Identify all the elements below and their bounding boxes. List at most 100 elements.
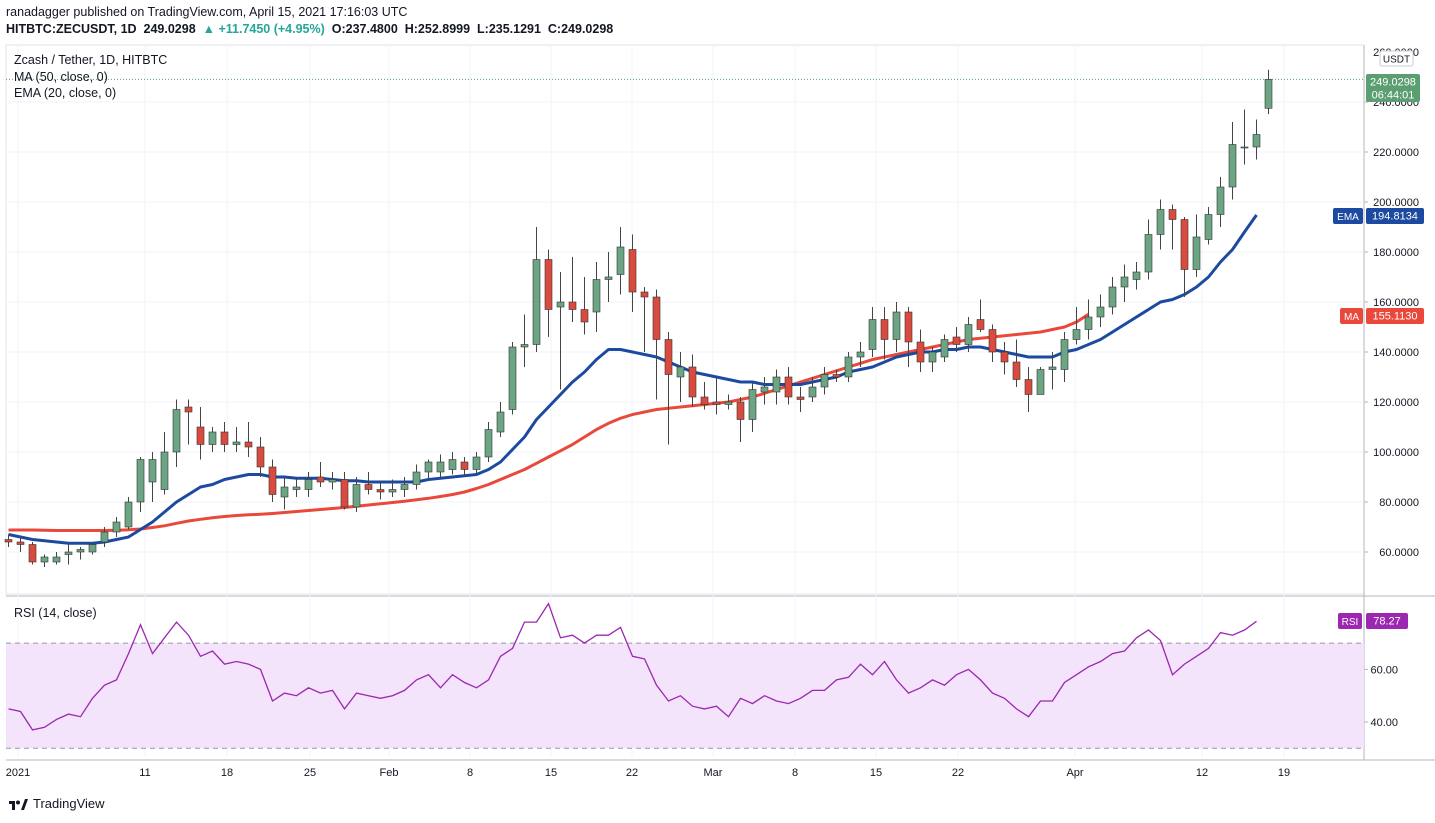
candle-body: [40, 556, 49, 563]
candle: [448, 452, 457, 475]
candle: [496, 402, 505, 437]
candle: [784, 367, 793, 405]
x-tick-label: 15: [870, 767, 882, 779]
candle-body: [832, 374, 841, 378]
candle: [280, 477, 289, 510]
last-price-tag-text: 249.0298: [1370, 77, 1416, 89]
ema20-line: [8, 214, 1258, 545]
candle: [556, 272, 565, 390]
candle-body: [424, 461, 433, 473]
candle-body: [1144, 234, 1153, 273]
x-tick-label: Apr: [1066, 767, 1083, 779]
rsi-legend: RSI (14, close): [14, 606, 97, 620]
candle-body: [700, 396, 709, 405]
currency-badge: [1379, 50, 1414, 67]
ema-value-tag: 194.8134: [1366, 208, 1424, 224]
candle: [424, 459, 433, 480]
candle-body: [304, 479, 313, 490]
candle-body: [1252, 134, 1261, 148]
candle: [256, 437, 265, 477]
candle-body: [904, 311, 913, 343]
candle-body: [100, 531, 109, 543]
x-tick-label: 19: [1278, 767, 1290, 779]
candle: [232, 427, 241, 452]
candle-body: [1024, 379, 1033, 395]
candle: [40, 554, 49, 567]
candle-body: [1060, 339, 1069, 370]
x-tick-label: 25: [304, 767, 316, 779]
candle: [472, 452, 481, 475]
candle-body: [184, 406, 193, 413]
candle-body: [748, 389, 757, 420]
candle-body: [88, 544, 97, 553]
candle: [964, 317, 973, 352]
candle: [316, 462, 325, 487]
close-value: C:249.0298: [547, 22, 614, 36]
candle-body: [568, 301, 577, 310]
x-tick-label: 8: [467, 767, 473, 779]
candle: [676, 352, 685, 402]
candle-body: [532, 259, 541, 345]
candle: [748, 382, 757, 432]
candle: [4, 534, 13, 547]
candle-body: [64, 551, 73, 555]
candle: [76, 547, 85, 560]
candle: [364, 472, 373, 495]
symbol-ohlc-line: HITBTC:ZECUSDT, 1D 249.0298 ▲ +11.7450 (…: [6, 22, 613, 36]
candle: [1072, 307, 1081, 345]
rsi-tick-label: 60.00: [1370, 664, 1398, 676]
candle-body: [484, 429, 493, 458]
candle: [1264, 69, 1273, 115]
candle-body: [76, 549, 85, 553]
candle-body: [160, 451, 169, 490]
candle: [856, 342, 865, 367]
candle-body: [208, 431, 217, 445]
ma50-line: [8, 312, 1090, 532]
candle: [340, 472, 349, 510]
candle-body: [16, 541, 25, 545]
rsi-line: [8, 602, 1257, 731]
candle: [688, 354, 697, 407]
candle-body: [880, 319, 889, 340]
candle: [520, 314, 529, 367]
x-tick-label: Feb: [380, 767, 399, 779]
rsi-value-tag: 78.27: [1366, 613, 1408, 629]
candle: [664, 332, 673, 445]
legend-title: Zcash / Tether, 1D, HITBTC: [14, 53, 168, 67]
candle: [124, 497, 133, 530]
candle-body: [1120, 276, 1129, 288]
rsi-tag-name: RSI: [1342, 617, 1359, 628]
y-tick-label: 140.0000: [1373, 347, 1419, 359]
footer-brand-label: TradingView: [33, 796, 105, 811]
candle-body: [1072, 329, 1081, 340]
candle: [64, 544, 73, 565]
candle: [220, 422, 229, 452]
candle: [892, 302, 901, 352]
candle-body: [1096, 306, 1105, 318]
candle-body: [952, 336, 961, 345]
candle-body: [508, 346, 517, 410]
candle-body: [592, 279, 601, 313]
candle: [184, 399, 193, 445]
candle-body: [28, 544, 37, 563]
candle: [460, 457, 469, 477]
candle: [412, 464, 421, 490]
footer-brand[interactable]: TradingView: [8, 796, 105, 811]
candle-body: [1084, 316, 1093, 330]
candle-body: [220, 431, 229, 445]
candle-body: [1048, 366, 1057, 370]
x-tick-label: 2021: [6, 767, 30, 779]
ma-value-tag-text: 155.1130: [1372, 311, 1417, 323]
x-tick-label: 11: [139, 767, 150, 779]
x-tick-label: 22: [952, 767, 964, 779]
candle: [928, 347, 937, 372]
y-tick-label: 80.0000: [1379, 497, 1419, 509]
candle: [16, 537, 25, 552]
candle-body: [640, 291, 649, 298]
candle-body: [844, 356, 853, 378]
candle: [1060, 332, 1069, 382]
candle-body: [616, 246, 625, 275]
candle-body: [1180, 219, 1189, 270]
legend-ma: MA (50, close, 0): [14, 69, 108, 84]
